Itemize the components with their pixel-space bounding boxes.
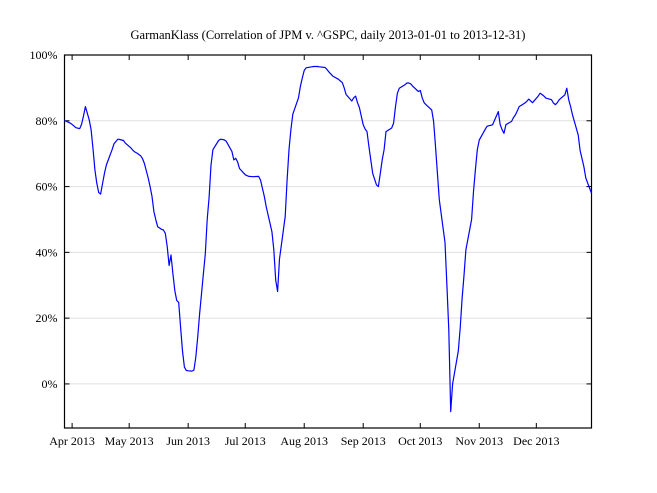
y-tick-label: 100% bbox=[30, 48, 58, 62]
axes-frame bbox=[63, 54, 593, 429]
y-tick-label: 0% bbox=[42, 377, 58, 391]
x-tick-label: Jul 2013 bbox=[225, 434, 266, 448]
y-tick-label: 40% bbox=[36, 245, 58, 259]
x-tick-label: Sep 2013 bbox=[341, 434, 386, 448]
y-tick-label: 80% bbox=[36, 114, 58, 128]
x-tick-label: Aug 2013 bbox=[280, 434, 328, 448]
x-tick-label: Dec 2013 bbox=[513, 434, 559, 448]
x-tick-label: Jun 2013 bbox=[166, 434, 210, 448]
x-tick-label: Oct 2013 bbox=[398, 434, 442, 448]
correlation-line bbox=[64, 65, 593, 413]
x-tick-label: May 2013 bbox=[105, 434, 154, 448]
x-tick-label: Apr 2013 bbox=[49, 434, 95, 448]
x-tick-label: Nov 2013 bbox=[455, 434, 503, 448]
chart-title: GarmanKlass (Correlation of JPM v. ^GSPC… bbox=[130, 28, 526, 42]
y-tick-label: 60% bbox=[36, 180, 58, 194]
y-tick-label: 20% bbox=[36, 311, 58, 325]
